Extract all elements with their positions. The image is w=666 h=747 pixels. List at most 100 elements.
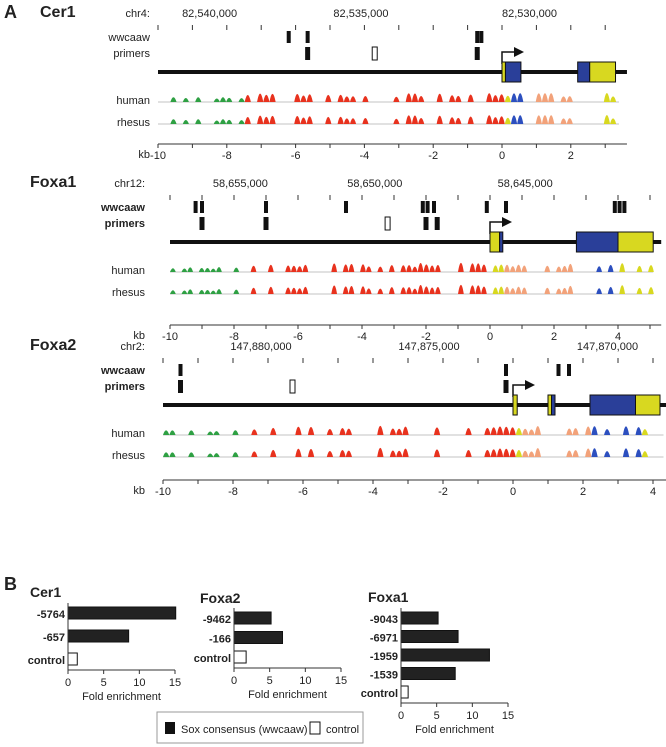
human-conservation-peak	[362, 95, 369, 102]
human-conservation-peak	[544, 265, 551, 272]
category-label: -6971	[370, 633, 398, 645]
kb-tick-label: -6	[298, 486, 308, 498]
human-conservation-peak	[300, 95, 307, 102]
kb-label: kb	[138, 149, 150, 161]
rhesus-conservation-peak	[411, 288, 418, 294]
rhesus-conservation-peak	[515, 450, 523, 457]
rhesus-conservation-peak	[548, 115, 555, 124]
human-conservation-peak	[337, 94, 344, 102]
chart-title: Foxa1	[368, 589, 409, 605]
human-conservation-peak	[635, 427, 642, 435]
rhesus-conservation-peak	[596, 288, 602, 294]
primer-sox	[474, 47, 480, 60]
rhesus-conservation-peak	[585, 448, 592, 457]
rhesus-conservation-peak	[339, 449, 346, 457]
human-conservation-peak	[572, 428, 579, 435]
exon	[635, 394, 661, 416]
human-conservation-peak	[535, 93, 542, 102]
exon	[551, 394, 556, 416]
tss-arrowhead-icon	[525, 380, 535, 390]
human-conservation-peak	[521, 265, 528, 272]
x-tick-label: 15	[335, 675, 347, 687]
human-conservation-peak	[198, 267, 205, 272]
category-label: -657	[43, 632, 65, 644]
rhesus-conservation-peak	[294, 116, 301, 124]
category-label: -166	[209, 634, 231, 646]
wwcaaw-site	[622, 201, 627, 213]
x-tick-label: 5	[267, 675, 273, 687]
kb-tick-label: -4	[368, 486, 378, 498]
primer-sox	[178, 380, 183, 393]
legend: Sox consensus (wwcaaw) control	[156, 711, 364, 744]
rhesus-conservation-peak	[490, 449, 497, 457]
primers-label: primers	[105, 218, 145, 230]
rhesus-conservation-peak	[429, 287, 435, 294]
human-conservation-peak	[504, 95, 511, 102]
human-conservation-peak	[325, 94, 332, 102]
human-conservation-peak	[257, 93, 264, 102]
wwcaaw-label: wwcaaw	[100, 202, 145, 214]
rhesus-conservation-peak	[204, 290, 211, 294]
x-tick-label: 5	[101, 677, 107, 689]
human-conservation-peak	[238, 98, 245, 102]
x-tick-label: 5	[434, 710, 440, 722]
kb-tick-label: 0	[487, 331, 493, 343]
human-conservation-peak	[290, 265, 297, 272]
rhesus-label: rhesus	[112, 450, 146, 462]
rhesus-conservation-peak	[396, 450, 403, 457]
human-conservation-peak	[285, 265, 291, 272]
human-conservation-peak	[270, 427, 277, 435]
rhesus-conservation-peak	[402, 448, 409, 457]
human-conservation-peak	[490, 427, 497, 435]
rhesus-conservation-peak	[219, 119, 227, 124]
rhesus-conservation-peak	[307, 449, 315, 457]
rhesus-conservation-peak	[567, 285, 574, 294]
legend-swatch-control	[309, 721, 321, 735]
human-conservation-peak	[566, 428, 573, 435]
kb-tick-label: 2	[568, 150, 574, 162]
human-conservation-peak	[294, 94, 301, 102]
human-conservation-peak	[436, 93, 443, 102]
rhesus-conservation-peak	[232, 452, 239, 457]
kb-tick-label: -4	[360, 150, 370, 162]
legend-label-control: control	[326, 724, 359, 736]
human-conservation-peak	[204, 268, 211, 272]
wwcaaw-site	[617, 201, 622, 213]
rhesus-conservation-peak	[269, 115, 276, 124]
rhesus-conservation-peak	[238, 120, 245, 124]
human-conservation-peak	[622, 426, 630, 435]
rhesus-conservation-peak	[504, 117, 511, 124]
wwcaaw-site	[344, 201, 348, 213]
primer-sox	[503, 380, 509, 393]
human-conservation-peak	[561, 265, 568, 272]
category-label: -5764	[37, 609, 66, 621]
rhesus-conservation-peak	[492, 117, 499, 124]
x-axis-label: Fold enrichment	[415, 724, 494, 736]
exon	[504, 61, 522, 83]
rhesus-conservation-peak	[555, 288, 562, 294]
rhesus-conservation-peak	[610, 118, 617, 124]
human-label: human	[116, 95, 150, 107]
human-conservation-peak	[393, 96, 400, 102]
category-label: control	[194, 653, 231, 665]
human-conservation-peak	[406, 265, 412, 272]
kb-label: kb	[133, 485, 145, 497]
wwcaaw-site	[504, 201, 508, 213]
human-conservation-peak	[267, 264, 274, 272]
rhesus-conservation-peak	[195, 119, 202, 124]
kb-tick-label: -10	[150, 150, 166, 162]
rhesus-conservation-peak	[544, 287, 551, 294]
human-conservation-peak	[263, 94, 270, 102]
human-conservation-peak	[331, 263, 338, 272]
human-conservation-peak	[541, 93, 549, 102]
primer-control	[289, 379, 296, 394]
primer-sox	[199, 217, 205, 230]
rhesus-conservation-peak	[521, 287, 528, 294]
human-conservation-peak	[492, 95, 499, 102]
human-conservation-peak	[269, 93, 276, 102]
primer-sox	[305, 47, 311, 60]
human-conservation-peak	[187, 267, 194, 272]
tss-arrow-icon	[489, 221, 504, 234]
rhesus-conservation-peak	[566, 118, 573, 124]
human-conservation-peak	[188, 430, 195, 435]
